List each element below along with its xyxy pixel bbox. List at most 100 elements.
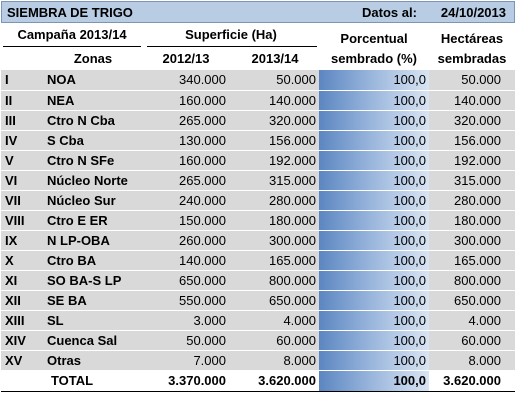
year2-header: 2013/14 (251, 51, 299, 66)
zone-number: IV (1, 130, 43, 151)
surface-2012-13: 340.000 (143, 70, 229, 91)
percent-sown: 100,0 (319, 290, 429, 311)
hectares-sown: 315.000 (429, 170, 515, 191)
ha-header-line2: sembradas (437, 51, 507, 66)
zone-name: N LP-OBA (43, 230, 143, 251)
surface-2013-14: 60.000 (229, 330, 319, 351)
table-row: III Ctro N Cba 265.000 320.000 100,0 320… (1, 110, 515, 131)
hectares-sown: 4.000 (429, 310, 515, 331)
surface-2012-13: 265.000 (143, 110, 229, 131)
total-2012-13: 3.370.000 (143, 369, 229, 392)
zone-number: V (1, 150, 43, 171)
zone-name: Núcleo Norte (43, 170, 143, 191)
hectares-sown: 192.000 (429, 150, 515, 171)
percent-sown: 100,0 (319, 270, 429, 291)
surface-underline (147, 46, 317, 47)
percent-sown: 100,0 (319, 310, 429, 331)
table-row: I NOA 340.000 50.000 100,0 50.000 (1, 70, 515, 91)
total-row: TOTAL 3.370.000 3.620.000 100,0 3.620.00… (1, 369, 515, 392)
zone-name: NEA (43, 90, 143, 111)
hectares-sown: 650.000 (429, 290, 515, 311)
total-percent-sown: 100,0 (319, 369, 429, 392)
total-hectares-sown: 3.620.000 (429, 369, 515, 392)
hectares-sown: 140.000 (429, 90, 515, 111)
zone-number: X (1, 250, 43, 271)
hectares-sown: 8.000 (429, 350, 515, 371)
table-row: XII SE BA 550.000 650.000 100,0 650.000 (1, 290, 515, 311)
surface-2012-13: 650.000 (143, 270, 229, 291)
surface-2013-14: 4.000 (229, 310, 319, 331)
table-row: XIII SL 3.000 4.000 100,0 4.000 (1, 310, 515, 331)
surface-2013-14: 320.000 (229, 110, 319, 131)
hectares-sown: 280.000 (429, 190, 515, 211)
date-label: Datos al: (362, 5, 417, 20)
percent-sown: 100,0 (319, 130, 429, 151)
zone-name: Ctro N Cba (43, 110, 143, 131)
surface-2012-13: 260.000 (143, 230, 229, 251)
surface-2013-14: 300.000 (229, 230, 319, 251)
percent-sown: 100,0 (319, 110, 429, 131)
zone-name: Ctro N SFe (43, 150, 143, 171)
zone-number: XIV (1, 330, 43, 351)
surface-2012-13: 160.000 (143, 150, 229, 171)
hectares-sown: 320.000 (429, 110, 515, 131)
surface-2012-13: 265.000 (143, 170, 229, 191)
surface-2013-14: 180.000 (229, 210, 319, 231)
table-row: VI Núcleo Norte 265.000 315.000 100,0 31… (1, 170, 515, 191)
hectares-sown: 50.000 (429, 70, 515, 91)
table-body: I NOA 340.000 50.000 100,0 50.000 II NEA… (1, 70, 515, 392)
surface-2012-13: 150.000 (143, 210, 229, 231)
percent-sown: 100,0 (319, 150, 429, 171)
zone-name: SL (43, 310, 143, 331)
percent-sown: 100,0 (319, 90, 429, 111)
zones-header: Zonas (73, 51, 113, 66)
surface-2013-14: 800.000 (229, 270, 319, 291)
percent-sown: 100,0 (319, 250, 429, 271)
zone-name: Ctro BA (43, 250, 143, 271)
surface-2013-14: 280.000 (229, 190, 319, 211)
table-row: XV Otras 7.000 8.000 100,0 8.000 (1, 350, 515, 371)
zone-name: S Cba (43, 130, 143, 151)
surface-header: Superficie (Ha) (185, 27, 277, 42)
surface-2013-14: 192.000 (229, 150, 319, 171)
total-label: TOTAL (1, 369, 143, 392)
zone-name: NOA (43, 70, 143, 91)
percent-sown: 100,0 (319, 70, 429, 91)
surface-2013-14: 650.000 (229, 290, 319, 311)
hectares-sown: 156.000 (429, 130, 515, 151)
table-row: X Ctro BA 140.000 165.000 100,0 165.000 (1, 250, 515, 271)
surface-2012-13: 240.000 (143, 190, 229, 211)
total-2013-14: 3.620.000 (229, 369, 319, 392)
surface-2013-14: 140.000 (229, 90, 319, 111)
hectares-sown: 300.000 (429, 230, 515, 251)
zone-number: IX (1, 230, 43, 251)
pct-header-line2: sembrado (%) (331, 51, 417, 66)
table-row: VIII Ctro E ER 150.000 180.000 100,0 180… (1, 210, 515, 231)
date-value: 24/10/2013 (440, 5, 506, 20)
zone-name: SE BA (43, 290, 143, 311)
title-bar: SIEMBRA DE TRIGO Datos al: 24/10/2013 (1, 1, 515, 23)
zone-number: VII (1, 190, 43, 211)
percent-sown: 100,0 (319, 170, 429, 191)
zone-name: Núcleo Sur (43, 190, 143, 211)
surface-2012-13: 50.000 (143, 330, 229, 351)
hectares-sown: 180.000 (429, 210, 515, 231)
report-title: SIEMBRA DE TRIGO (7, 5, 133, 20)
percent-sown: 100,0 (319, 210, 429, 231)
surface-2013-14: 8.000 (229, 350, 319, 371)
surface-2013-14: 156.000 (229, 130, 319, 151)
campaign-underline (3, 46, 141, 47)
percent-sown: 100,0 (319, 230, 429, 251)
table-row: IX N LP-OBA 260.000 300.000 100,0 300.00… (1, 230, 515, 251)
campaign-header: Campaña 2013/14 (17, 27, 127, 42)
table-row: V Ctro N SFe 160.000 192.000 100,0 192.0… (1, 150, 515, 171)
table-row: XI SO BA-S LP 650.000 800.000 100,0 800.… (1, 270, 515, 291)
percent-sown: 100,0 (319, 330, 429, 351)
surface-2012-13: 7.000 (143, 350, 229, 371)
percent-sown: 100,0 (319, 350, 429, 371)
zone-number: XII (1, 290, 43, 311)
percent-sown: 100,0 (319, 190, 429, 211)
ha-header-line1: Hectáreas (440, 31, 504, 46)
hectares-sown: 165.000 (429, 250, 515, 271)
hectares-sown: 60.000 (429, 330, 515, 351)
